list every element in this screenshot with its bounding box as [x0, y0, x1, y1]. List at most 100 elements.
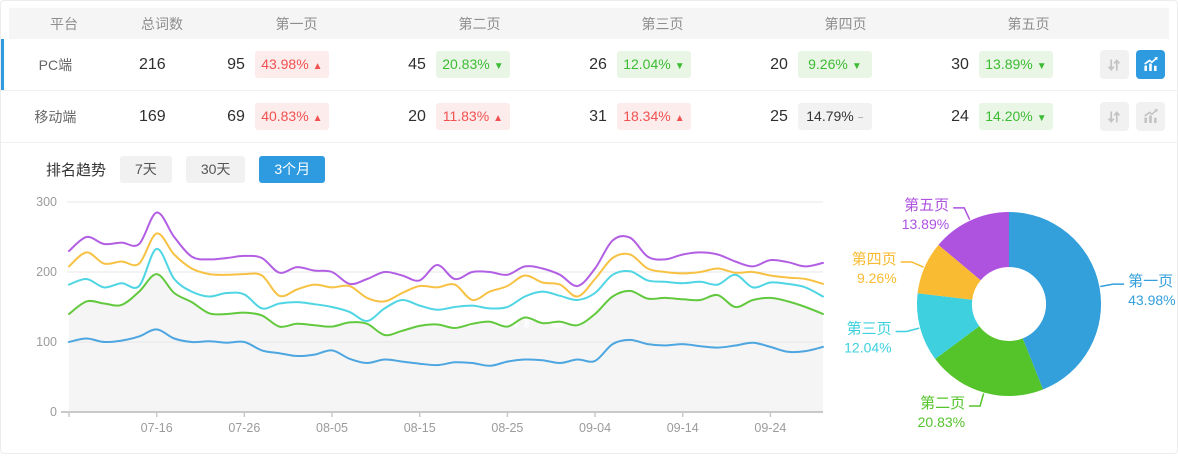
sort-compare-button[interactable] — [1099, 102, 1129, 131]
change-pct: 14.20% — [985, 108, 1033, 124]
page1-cell: 69 40.83% ▲ — [195, 103, 376, 130]
donut-slice — [1009, 212, 1102, 390]
change-badge: 12.04% ▼ — [616, 51, 691, 78]
table-header-row: 平台 总词数 第一页 第二页 第三页 第四页 第五页 — [9, 8, 1169, 39]
show-trend-chart-button[interactable] — [1135, 102, 1165, 131]
up-arrow-icon: ▲ — [674, 113, 685, 124]
trend-section-title: 排名趋势 — [46, 162, 107, 179]
tab-3-months[interactable]: 3个月 — [259, 156, 326, 183]
bar-chart-trend-icon — [1144, 56, 1158, 71]
up-down-arrows-icon — [1108, 58, 1121, 71]
up-arrow-icon: ▲ — [493, 113, 504, 124]
page3-cell: 26 12.04% ▼ — [557, 51, 738, 78]
change-pct: 12.04% — [623, 56, 671, 72]
page-count: 20 — [408, 107, 426, 125]
change-pct: 43.98% — [261, 56, 309, 72]
total-words-value: 216 — [139, 55, 166, 73]
show-trend-chart-button[interactable] — [1135, 50, 1165, 79]
change-badge: 14.20% ▼ — [978, 103, 1053, 130]
svg-text:200: 200 — [36, 265, 57, 279]
up-arrow-icon: ▲ — [312, 113, 323, 124]
page-count: 25 — [770, 107, 788, 125]
svg-text:0: 0 — [50, 405, 57, 419]
page5-cell: 30 13.89% ▼ — [919, 51, 1100, 78]
change-pct: 20.83% — [442, 56, 490, 72]
change-badge: 18.34% ▲ — [616, 103, 691, 130]
donut-label-name: 第二页 — [920, 394, 965, 412]
page-count: 69 — [227, 107, 245, 125]
page2-cell: 20 11.83% ▲ — [376, 103, 557, 130]
change-badge: 20.83% ▼ — [435, 51, 510, 78]
down-arrow-icon: ▼ — [493, 61, 504, 72]
header-page-1: 第一页 — [275, 15, 318, 32]
page4-cell: 25 14.79% − — [738, 103, 919, 130]
page-count: 24 — [951, 107, 969, 125]
donut-label-pct: 43.98% — [1128, 292, 1175, 308]
platform-label: 移动端 — [34, 108, 77, 125]
table-row-mobile[interactable]: 移动端 169 69 40.83% ▲ 20 11.83% ▲ 31 18.34% ▲… — [1, 91, 1177, 143]
svg-text:300: 300 — [36, 195, 57, 209]
change-badge: 13.89% ▼ — [978, 51, 1053, 78]
donut-label-pct: 20.83% — [918, 414, 965, 430]
tab-7-days[interactable]: 7天 — [120, 156, 172, 183]
donut-slice — [938, 212, 1009, 281]
change-pct: 14.79% — [806, 108, 854, 124]
header-page-5: 第五页 — [1007, 15, 1050, 32]
header-platform: 平台 — [50, 15, 78, 32]
trend-toolbar: 排名趋势 7天 30天 3个月 — [46, 156, 1177, 183]
down-arrow-icon: ▼ — [1036, 61, 1047, 72]
header-page-3: 第三页 — [641, 15, 684, 32]
change-badge: 11.83% ▲ — [435, 103, 510, 130]
donut-slice — [917, 244, 981, 300]
down-arrow-icon: ▼ — [1036, 113, 1047, 124]
down-arrow-icon: ▼ — [674, 61, 685, 72]
total-words-value: 169 — [139, 107, 166, 125]
change-pct: 18.34% — [623, 108, 671, 124]
svg-text:09-04: 09-04 — [579, 421, 611, 435]
svg-text:09-14: 09-14 — [667, 421, 699, 435]
page-count: 95 — [227, 55, 245, 73]
donut-label-name: 第一页 — [1128, 272, 1173, 290]
change-pct: 40.83% — [261, 108, 309, 124]
tab-30-days[interactable]: 30天 — [185, 156, 246, 183]
header-page-4: 第四页 — [824, 15, 867, 32]
page5-cell: 24 14.20% ▼ — [919, 103, 1100, 130]
page-count: 20 — [770, 55, 788, 73]
change-badge: 9.26% ▼ — [797, 51, 872, 78]
page-count: 45 — [408, 55, 426, 73]
change-badge: 43.98% ▲ — [254, 51, 329, 78]
svg-text:100: 100 — [36, 335, 57, 349]
flat-dash-icon: − — [857, 113, 864, 124]
svg-text:07-16: 07-16 — [141, 421, 173, 435]
change-badge: 40.83% ▲ — [254, 103, 329, 130]
page2-cell: 45 20.83% ▼ — [376, 51, 557, 78]
header-page-2: 第二页 — [458, 15, 501, 32]
header-total-words: 总词数 — [141, 15, 183, 32]
svg-text:07-26: 07-26 — [228, 421, 260, 435]
platform-label: PC端 — [38, 56, 73, 73]
page3-cell: 31 18.34% ▲ — [557, 103, 738, 130]
donut-label-pct: 13.89% — [902, 216, 949, 232]
sort-compare-button[interactable] — [1099, 50, 1129, 79]
change-pct: 13.89% — [985, 56, 1033, 72]
svg-text:08-25: 08-25 — [491, 421, 523, 435]
donut-label-pct: 12.04% — [844, 339, 891, 355]
donut-slice — [935, 326, 1043, 397]
svg-text:08-15: 08-15 — [404, 421, 436, 435]
svg-text:09-24: 09-24 — [754, 421, 786, 435]
page-count: 31 — [589, 107, 607, 125]
table-row-pc[interactable]: PC端 216 95 43.98% ▲ 45 20.83% ▼ 26 12.04% ▼… — [1, 39, 1177, 91]
change-pct: 9.26% — [808, 56, 848, 72]
up-down-arrows-icon — [1108, 110, 1121, 123]
donut-label-name: 第四页 — [852, 250, 897, 268]
donut-label-pct: 9.26% — [857, 270, 897, 286]
page4-cell: 20 9.26% ▼ — [738, 51, 919, 78]
up-arrow-icon: ▲ — [312, 61, 323, 72]
donut-label-name: 第三页 — [847, 319, 892, 337]
change-pct: 11.83% — [442, 108, 490, 124]
page-count: 30 — [951, 55, 969, 73]
page-count: 26 — [589, 55, 607, 73]
svg-text:08-05: 08-05 — [316, 421, 348, 435]
donut-label-name: 第五页 — [904, 196, 949, 214]
